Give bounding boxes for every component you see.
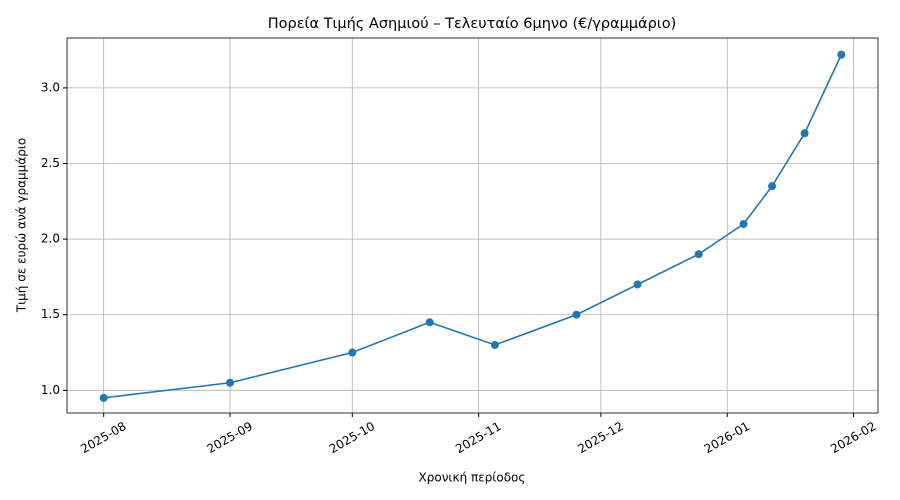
plot-frame xyxy=(66,37,879,414)
data-point xyxy=(694,250,703,259)
data-point xyxy=(348,348,357,357)
y-tick-label: 2.5 xyxy=(41,156,60,170)
x-tick-label: 2026-01 xyxy=(702,419,752,456)
data-point xyxy=(800,129,809,138)
data-point xyxy=(768,182,777,191)
x-tick-label: 2025-08 xyxy=(78,419,128,456)
data-point xyxy=(572,310,581,319)
y-tick-label: 2.0 xyxy=(41,232,60,246)
x-tick-label: 2025-09 xyxy=(205,419,255,456)
x-axis-label: Χρονική περίοδος xyxy=(419,471,526,485)
data-point xyxy=(490,340,499,349)
y-tick-label: 1.5 xyxy=(41,307,60,321)
x-tick-label: 2025-10 xyxy=(327,419,377,456)
y-tick-label: 1.0 xyxy=(41,383,60,397)
x-tick-label: 2026-02 xyxy=(828,419,878,456)
x-tick-label: 2025-12 xyxy=(575,419,625,456)
data-point xyxy=(633,280,642,289)
data-point xyxy=(425,318,434,327)
chart-title: Πορεία Τιμής Ασημιού – Τελευταίο 6μηνο (… xyxy=(268,16,677,32)
y-tick-label: 3.0 xyxy=(41,80,60,94)
x-tick-label: 2025-11 xyxy=(453,419,503,456)
data-point xyxy=(739,219,748,228)
data-point xyxy=(226,378,235,387)
data-point xyxy=(99,393,108,402)
y-axis-label: Τιμή σε ευρώ ανά γραμμάριο xyxy=(15,138,29,313)
data-line xyxy=(103,54,843,399)
data-point xyxy=(837,50,846,59)
